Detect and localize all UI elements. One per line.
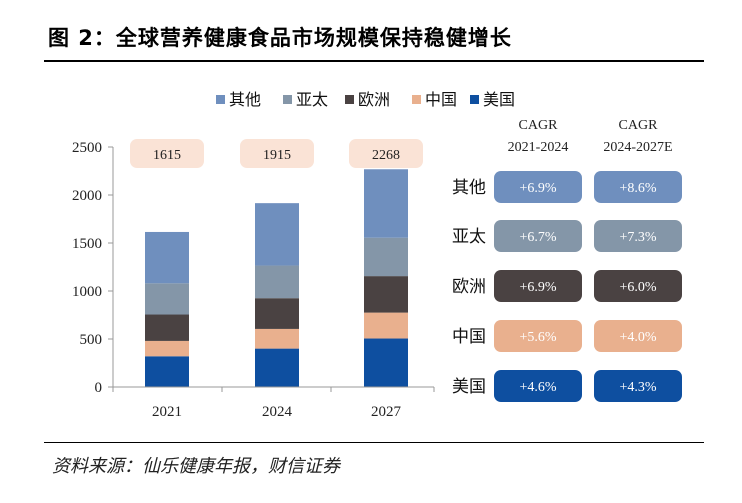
y-tick-label: 2000 [72,188,102,204]
y-tick-label: 500 [80,332,103,348]
y-tick-label: 0 [95,380,103,396]
cagr-badge-value: +7.3% [619,230,656,245]
cagr-badge-value: +6.9% [519,280,556,295]
bar-segment [255,328,299,349]
bar-segment [255,203,299,266]
bar-segment [145,231,189,284]
cagr-header-line: 2024-2027E [603,140,672,155]
cagr-badge-value: +6.9% [519,181,556,196]
total-box [240,139,314,168]
bar-segment [255,265,299,299]
bar-segment [364,237,408,277]
y-tick-label: 1500 [72,236,102,252]
total-box [349,139,423,168]
cagr-badge [494,370,582,402]
cagr-badge-value: +4.0% [619,330,656,345]
cagr-badge-value: +5.6% [519,330,556,345]
legend-label: 美国 [483,90,515,109]
cagr-badge [594,171,682,203]
source-rule [44,442,704,443]
legend-swatch [412,95,421,104]
bar-segment [364,338,408,387]
cagr-header-line: 2021-2024 [508,140,569,155]
x-tick-label: 2021 [152,404,182,420]
x-tick-label: 2027 [371,404,402,420]
total-label: 1615 [153,148,181,163]
cagr-badge [594,270,682,302]
source-note: 资料来源：仙乐健康年报，财信证券 [52,456,340,477]
cagr-region-label: 中国 [452,327,486,347]
bar-segment [145,340,189,357]
legend-label: 亚太 [296,90,328,109]
legend-label: 其他 [229,90,261,109]
cagr-region-label: 亚太 [452,227,486,247]
cagr-badge-value: +6.7% [519,230,556,245]
cagr-badge-value: +8.6% [619,181,656,196]
x-axis: 2021 2024 2027 [112,386,435,420]
cagr-badge-value: +6.0% [619,280,656,295]
y-tick-label: 1000 [72,284,102,300]
cagr-header-line: CAGR [519,118,559,133]
cagr-badge [594,220,682,252]
total-box [130,139,204,168]
cagr-region-label: 欧洲 [452,277,486,297]
cagr-badge-value: +4.3% [619,380,656,395]
x-tick-label: 2024 [262,404,293,420]
cagr-table: CAGR 2021-2024 CAGR 2024-2027E 其他 +6.9% +8.6% 亚… [452,118,682,402]
bar-stacks [145,169,408,387]
bar-segment [145,314,189,341]
cagr-region-label: 美国 [452,377,486,397]
total-label: 1915 [263,148,291,163]
bar-segment [364,276,408,313]
cagr-badge [494,320,582,352]
y-tick-label: 2500 [72,140,102,156]
cagr-badge [594,320,682,352]
cagr-badge-value: +4.6% [519,380,556,395]
cagr-region-label: 其他 [452,178,486,198]
chart-legend: 其他 亚太 欧洲 中国 美国 [216,90,515,109]
cagr-badge [494,171,582,203]
figure-title: 图 2：全球营养健康食品市场规模保持稳健增长 [48,26,512,50]
legend-label: 欧洲 [358,90,390,109]
legend-swatch [283,95,292,104]
bar-segment [364,169,408,238]
bar-segment [145,283,189,315]
cagr-badge [494,220,582,252]
legend-swatch [216,95,225,104]
title-rule [44,60,704,62]
bar-segment [145,356,189,387]
cagr-badge [494,270,582,302]
bar-segment [255,298,299,329]
cagr-badge [594,370,682,402]
cagr-header-line: CAGR [619,118,659,133]
bar-segment [255,348,299,387]
y-axis: 0 500 1000 1500 2000 2500 [72,140,114,396]
legend-swatch [470,95,479,104]
total-label: 2268 [372,148,400,163]
bar-segment [364,312,408,339]
legend-label: 中国 [425,90,457,109]
legend-swatch [345,95,354,104]
total-labels: 1615 1915 2268 [130,139,423,168]
